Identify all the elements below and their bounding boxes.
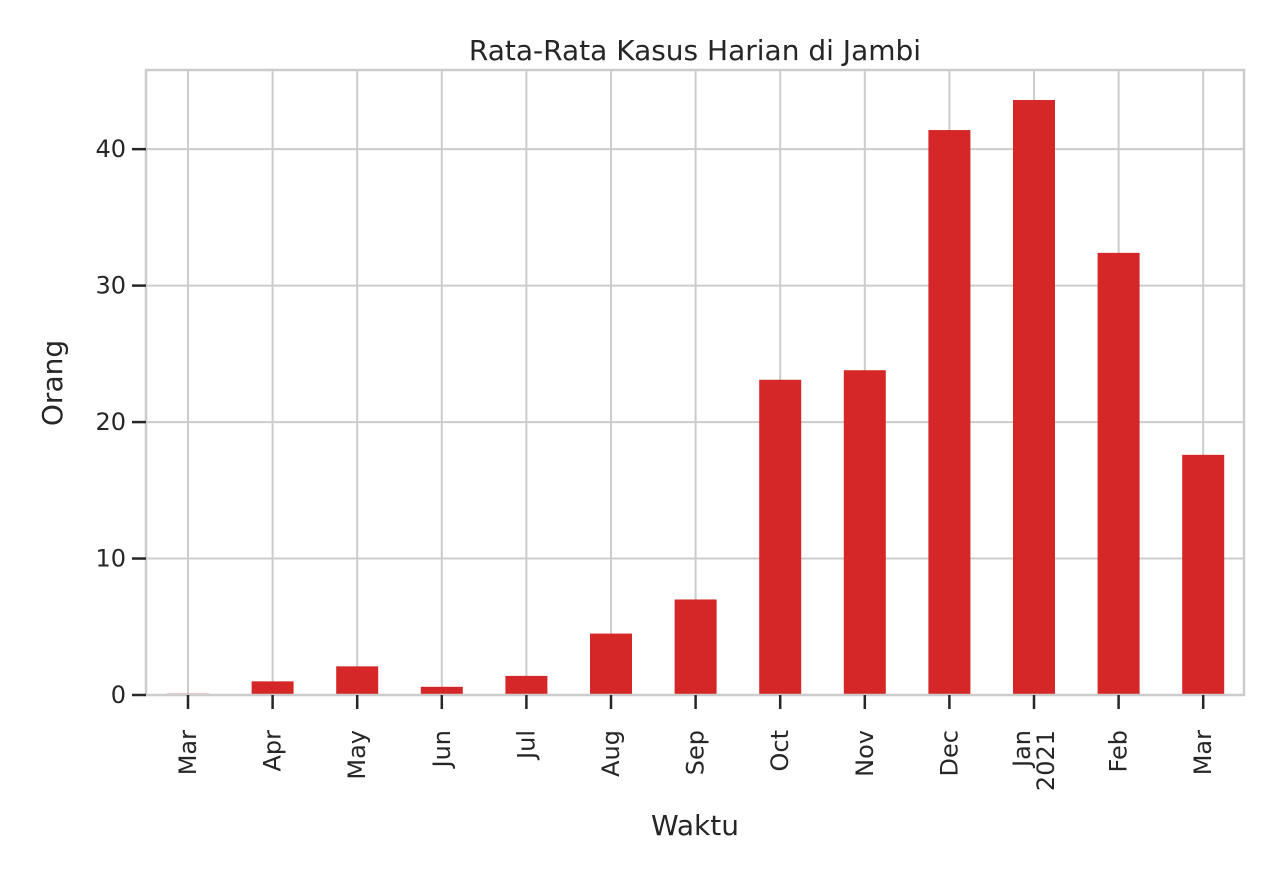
- x-tick-label: Mar: [1189, 730, 1217, 775]
- bar: [336, 666, 379, 695]
- bar: [674, 599, 717, 695]
- bar: [843, 370, 886, 695]
- bar: [759, 379, 802, 695]
- x-tick-label: Feb: [1105, 730, 1133, 773]
- axis-ticks: [132, 147, 1205, 709]
- x-tick-label: Dec: [935, 730, 963, 776]
- bar: [1013, 100, 1055, 695]
- y-tick-label: 0: [111, 681, 126, 709]
- tick-labels: 0 10 20 30 40 Mar Apr May Jun Jul Aug Sep Oct Nov Dec J…: [95, 135, 1217, 791]
- x-tick-label: Oct: [766, 730, 794, 772]
- x-axis-label: Waktu: [651, 809, 739, 842]
- x-tick-label: Jun: [428, 730, 456, 770]
- x-tick-label: Mar: [174, 730, 202, 775]
- y-tick-label: 20: [95, 408, 126, 436]
- bar: [420, 686, 463, 695]
- x-tick-label: May: [343, 730, 371, 780]
- y-tick-label: 40: [95, 135, 126, 163]
- bar: [1182, 454, 1225, 695]
- bar: [1097, 252, 1140, 695]
- y-axis-label: Orang: [36, 340, 69, 426]
- bar: [505, 675, 548, 695]
- x-tick-label: Nov: [851, 730, 879, 777]
- bar: [590, 633, 632, 695]
- y-tick-label: 30: [95, 272, 126, 300]
- x-tick-label: Sep: [682, 730, 710, 775]
- bar: [928, 130, 971, 695]
- x-tick-label: Jan: [1008, 730, 1036, 769]
- bar: [251, 681, 294, 695]
- x-tick-label: Aug: [597, 730, 625, 777]
- chart-title: Rata-Rata Kasus Harian di Jambi: [469, 34, 921, 67]
- x-tick-label: 2021: [1032, 730, 1060, 791]
- x-tick-label: Jul: [512, 730, 540, 761]
- x-tick-label: Apr: [259, 730, 287, 772]
- y-tick-label: 10: [95, 545, 126, 573]
- bars: [167, 100, 1225, 695]
